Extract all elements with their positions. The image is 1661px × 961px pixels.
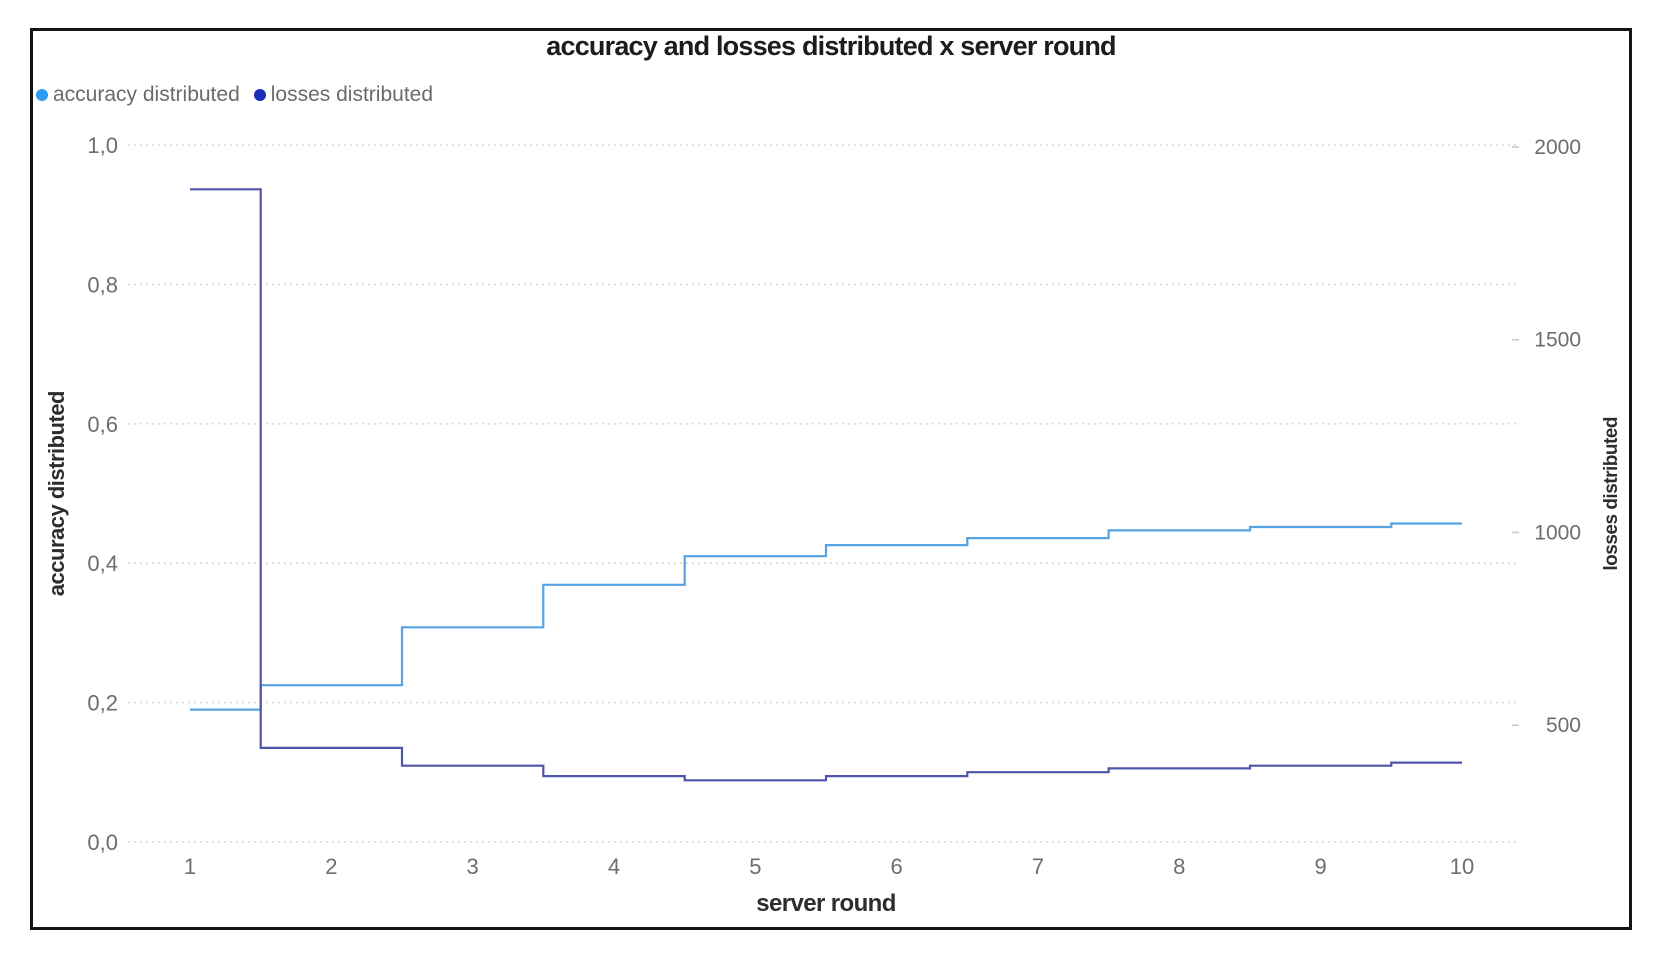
x-axis-tick-label: 2: [325, 854, 337, 879]
x-axis-tick-label: 10: [1450, 854, 1474, 879]
x-axis-tick-label: 7: [1032, 854, 1044, 879]
x-axis-tick-label: 1: [184, 854, 196, 879]
left-axis-tick-label: 1,0: [87, 133, 118, 158]
accuracy-legend-dot-icon: [36, 89, 48, 101]
legend-item-accuracy[interactable]: accuracy distributed: [36, 83, 240, 107]
right-axis-title: losses distributed: [1601, 416, 1622, 571]
legend-item-losses[interactable]: losses distributed: [253, 83, 434, 107]
series-line-left: [190, 522, 1462, 711]
left-axis-title-wrap: accuracy distributed: [40, 145, 74, 842]
x-axis-tick-label: 5: [749, 854, 761, 879]
right-axis-tick-label: 1000: [1534, 521, 1581, 544]
chart-frame: [30, 28, 1632, 930]
left-axis-title: accuracy distributed: [44, 390, 69, 597]
series-line-right: [190, 188, 1462, 782]
x-axis-tick-label: 8: [1173, 854, 1185, 879]
left-axis-tick-label: 0,6: [87, 412, 118, 437]
x-axis-tick-label: 9: [1315, 854, 1327, 879]
right-axis-title-wrap: losses distributed: [1596, 145, 1628, 842]
left-axis-tick-label: 0,4: [87, 551, 118, 576]
legend-label-losses: losses distributed: [270, 83, 434, 106]
x-axis-tick-label: 4: [608, 854, 620, 879]
left-axis-tick-label: 0,8: [87, 272, 118, 297]
x-axis-tick-label: 3: [467, 854, 479, 879]
right-axis-tick-label: 2000: [1534, 136, 1581, 159]
right-axis-tick-label: 1500: [1534, 329, 1581, 352]
chart-title: accuracy and losses distributed x server…: [546, 31, 1116, 61]
legend: accuracy distributed losses distributed: [36, 83, 447, 107]
legend-label-accuracy: accuracy distributed: [53, 83, 240, 106]
left-axis-tick-label: 0,0: [87, 830, 118, 855]
right-axis-tick-label: 500: [1546, 714, 1581, 737]
x-axis-title: server round: [756, 890, 896, 917]
x-axis-tick-label: 6: [891, 854, 903, 879]
losses-legend-dot-icon: [253, 89, 266, 101]
left-axis-tick-label: 0,2: [87, 691, 118, 716]
